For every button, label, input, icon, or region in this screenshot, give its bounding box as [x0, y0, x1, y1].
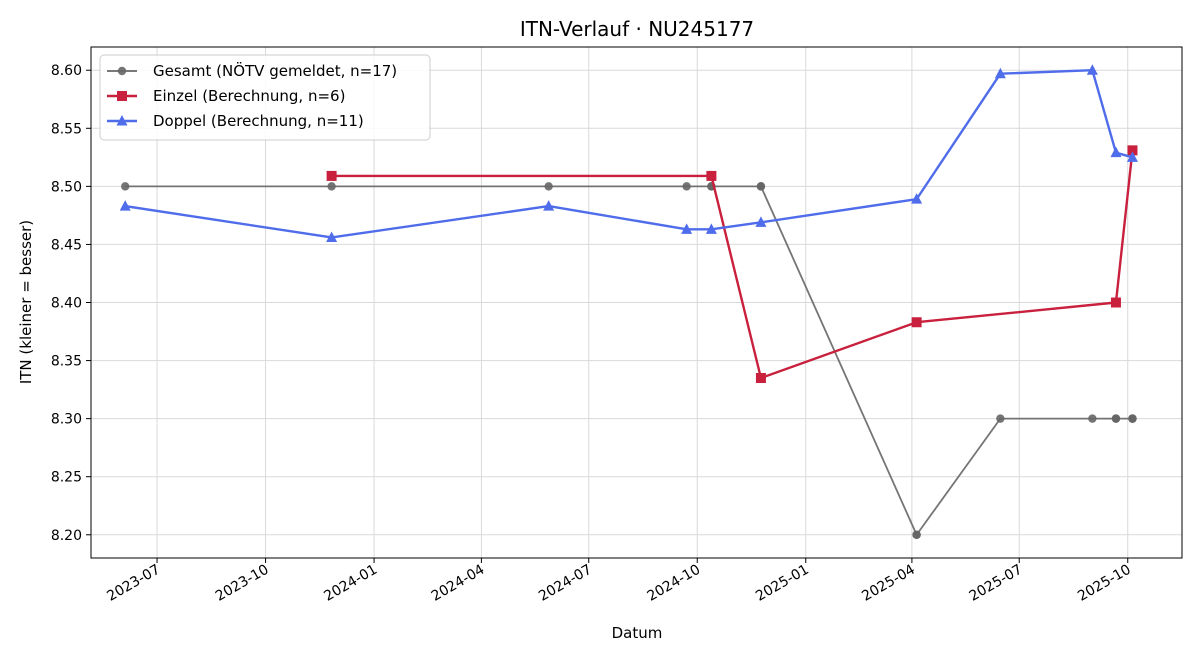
data-point	[121, 182, 130, 191]
data-point	[994, 67, 1006, 79]
data-point	[911, 193, 923, 204]
data-point	[682, 182, 691, 191]
chart-title: ITN-Verlauf · NU245177	[520, 17, 754, 41]
data-point	[756, 182, 766, 191]
series-layer	[119, 64, 1138, 539]
y-tick-label: 8.50	[51, 179, 82, 195]
x-tick-label: 2025-01	[753, 562, 812, 605]
legend-box	[99, 54, 431, 141]
data-point	[1086, 64, 1098, 75]
data-point	[327, 182, 336, 191]
x-axis: 2023-07 2023-10 2024-01 2024-04 2024-07 2024-…	[104, 558, 1134, 605]
y-tick-label: 8.55	[51, 121, 82, 137]
x-tick-label: 2023-07	[104, 562, 163, 605]
data-point	[326, 231, 338, 242]
series-line	[331, 150, 1134, 380]
data-point	[911, 317, 922, 328]
data-point	[706, 170, 717, 181]
x-tick-label: 2025-07	[967, 562, 1026, 605]
x-tick-label: 2025-10	[1075, 562, 1134, 605]
data-point	[681, 223, 693, 234]
legend-marker	[117, 91, 127, 101]
data-point	[1110, 297, 1121, 308]
x-tick-label: 2025-04	[859, 562, 918, 605]
legend-item: Doppel (Berechnung, n=11)	[107, 112, 364, 130]
data-point	[1128, 414, 1137, 423]
data-point	[1088, 414, 1097, 423]
y-axis-label: ITN (kleiner = besser)	[17, 220, 35, 384]
y-axis: 8.20 8.25 8.30 8.35 8.40 8.45 8.50 8.55 8.60	[51, 63, 91, 544]
data-point	[326, 170, 337, 181]
data-point	[755, 216, 767, 227]
data-point	[1110, 146, 1122, 158]
legend-item: Gesamt (NÖTV gemeldet, n=17)	[107, 61, 397, 80]
data-point	[543, 200, 555, 211]
data-point	[544, 182, 553, 191]
series-einzel	[326, 145, 1138, 383]
data-point	[1126, 151, 1138, 162]
data-point	[705, 223, 717, 234]
data-point	[1127, 145, 1138, 156]
y-tick-label: 8.20	[51, 528, 82, 544]
data-point	[996, 414, 1005, 423]
legend-marker	[116, 115, 128, 126]
x-axis-label: Datum	[612, 624, 663, 642]
legend-item: Einzel (Berechnung, n=6)	[107, 87, 345, 105]
x-tick-label: 2024-01	[321, 562, 380, 605]
legend-label: Doppel (Berechnung, n=11)	[153, 112, 364, 130]
y-tick-label: 8.30	[51, 412, 82, 428]
y-tick-label: 8.35	[51, 354, 82, 370]
legend-label: Gesamt (NÖTV gemeldet, n=17)	[153, 61, 397, 80]
legend: Gesamt (NÖTV gemeldet, n=17) Einzel (Bere…	[99, 54, 431, 141]
x-tick-label: 2023-10	[213, 562, 272, 605]
y-tick-label: 8.40	[51, 296, 82, 312]
data-point	[119, 200, 131, 211]
legend-label: Einzel (Berechnung, n=6)	[153, 87, 345, 105]
data-point	[912, 530, 921, 539]
legend-marker	[117, 66, 127, 76]
series-gesamt	[121, 182, 1137, 539]
data-point	[1111, 414, 1121, 423]
x-tick-label: 2024-04	[429, 562, 488, 605]
series-doppel	[119, 64, 1138, 242]
x-tick-label: 2024-10	[645, 562, 704, 605]
data-point	[755, 372, 766, 383]
y-tick-label: 8.25	[51, 470, 82, 486]
y-tick-label: 8.45	[51, 237, 82, 253]
y-tick-label: 8.60	[51, 63, 82, 79]
x-tick-label: 2024-07	[536, 562, 595, 605]
